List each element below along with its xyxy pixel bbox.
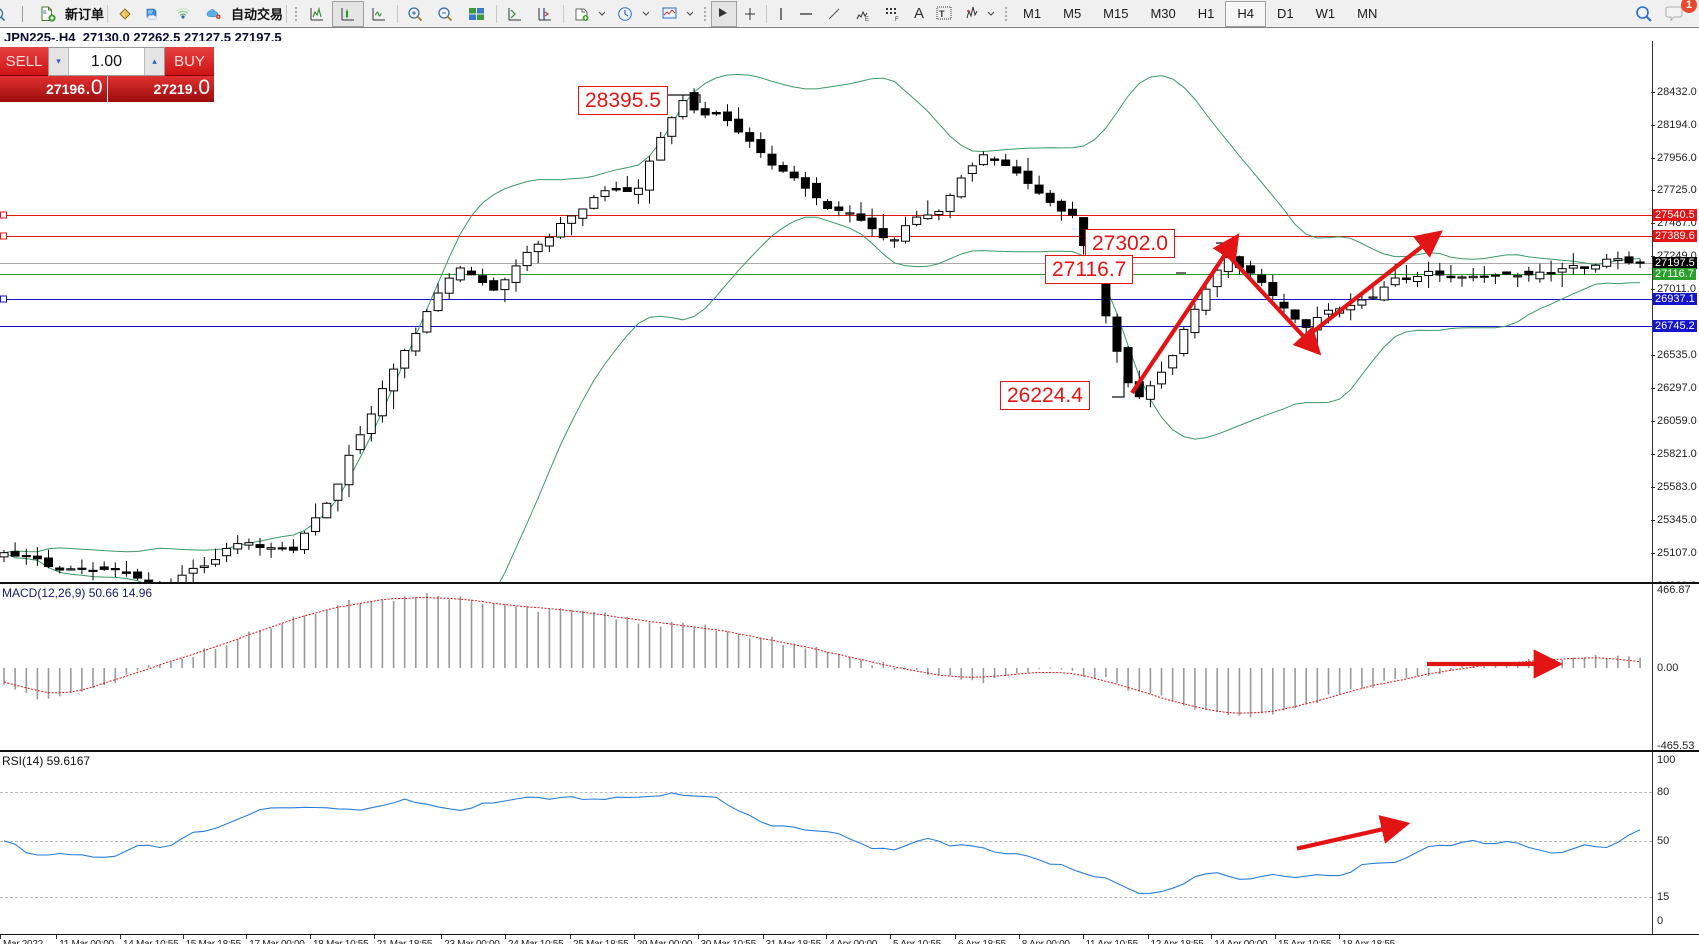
- svg-text:F: F: [895, 17, 899, 22]
- svg-text:T: T: [939, 9, 945, 19]
- svg-text:E: E: [865, 17, 869, 22]
